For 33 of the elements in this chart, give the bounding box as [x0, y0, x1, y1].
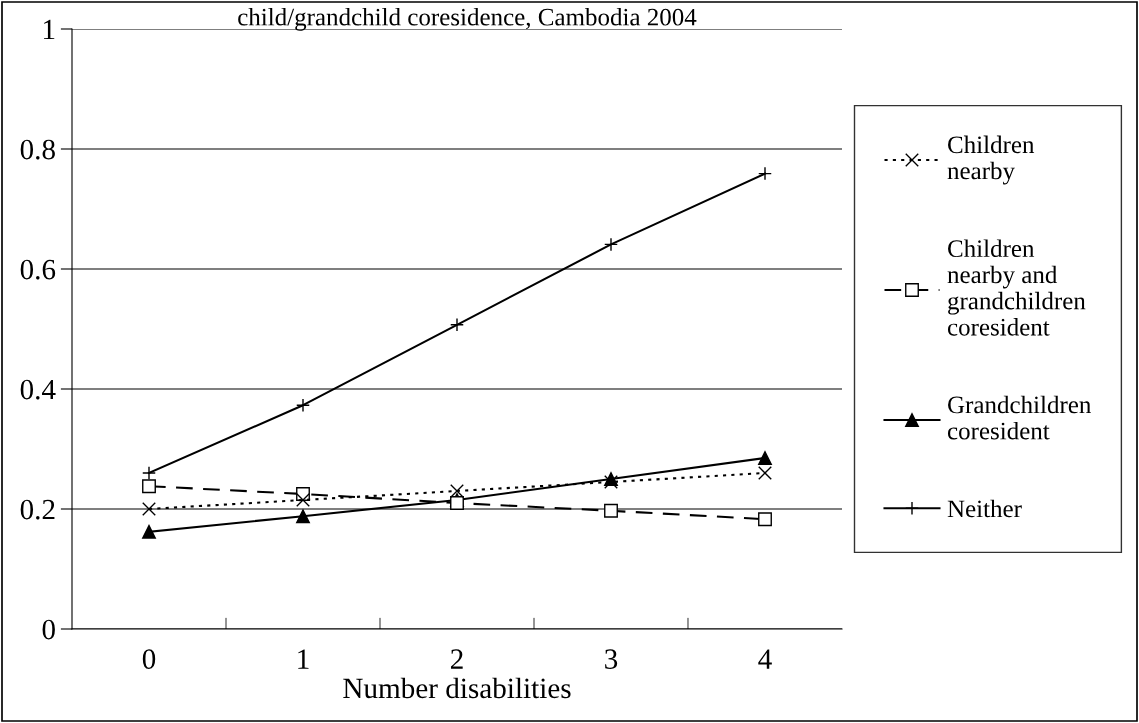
- y-tick-label: 0: [42, 619, 55, 640]
- point: [296, 509, 310, 524]
- point: [142, 479, 156, 494]
- point: [296, 493, 310, 507]
- x-tick-label: 0: [142, 649, 156, 669]
- point: [142, 502, 156, 516]
- point: [604, 503, 618, 518]
- x-tick-label: 4: [758, 649, 772, 669]
- point: [758, 512, 772, 527]
- chart-title: child/grandchild coresidence, Cambodia 2004: [238, 8, 697, 31]
- x-axis-title: Number disabilities: [343, 677, 571, 699]
- legend-label: Children nearby: [947, 135, 1035, 185]
- legend-label: Neither: [947, 499, 1022, 518]
- point: [758, 451, 772, 465]
- point: [450, 496, 464, 510]
- point: [450, 484, 464, 498]
- point: [758, 166, 772, 181]
- point: [604, 237, 618, 252]
- y-tick-label: 0.8: [20, 139, 55, 160]
- y-tick-label: 0.4: [20, 379, 56, 400]
- point: [142, 524, 156, 539]
- y-tick-label: 1: [44, 19, 55, 40]
- y-tick-label: 0.6: [20, 259, 56, 280]
- x-tick-label: 1: [298, 649, 309, 669]
- point: [758, 466, 772, 480]
- x-tick-label: 2: [450, 649, 463, 669]
- x-tick-label: 3: [605, 649, 618, 669]
- y-tick-label: 0.2: [20, 499, 55, 520]
- legend-label: Grandchildren coresident: [947, 395, 1092, 440]
- point: [450, 317, 464, 332]
- legend-label: Children nearby and grandchildren coresident: [947, 239, 1086, 336]
- point: [296, 398, 310, 413]
- point: [142, 466, 156, 480]
